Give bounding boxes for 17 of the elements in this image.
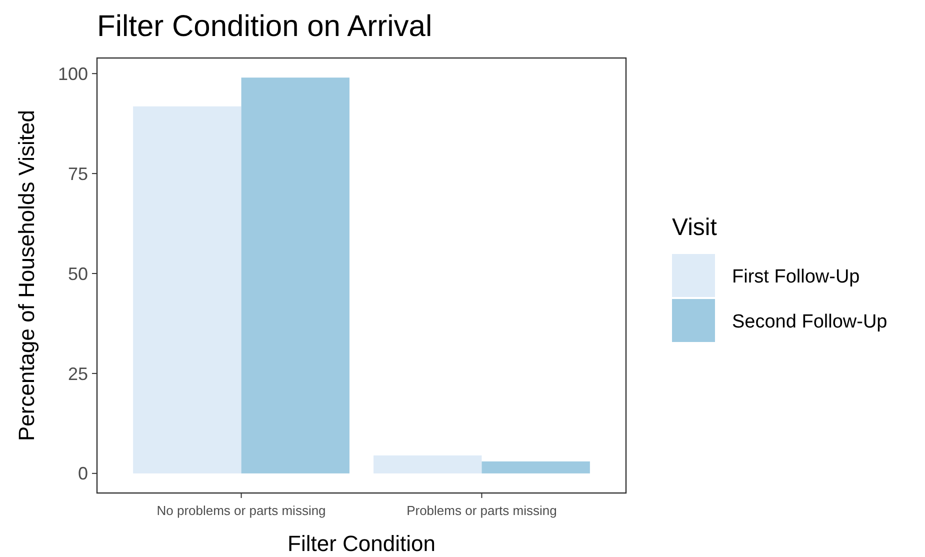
y-tick-label: 100 xyxy=(58,64,88,84)
y-tick-label: 75 xyxy=(68,164,88,184)
bar xyxy=(374,455,482,474)
bar xyxy=(241,78,350,474)
bar xyxy=(133,106,242,474)
chart-title: Filter Condition on Arrival xyxy=(97,10,432,43)
y-tick-label: 25 xyxy=(68,364,88,384)
x-tick-label: Problems or parts missing xyxy=(406,503,557,518)
x-axis-title: Filter Condition xyxy=(288,531,436,556)
y-tick-label: 50 xyxy=(68,264,88,284)
legend-title: Visit xyxy=(672,214,718,241)
legend-label: First Follow-Up xyxy=(732,266,860,288)
y-tick-label: 0 xyxy=(78,464,88,484)
x-tick-label: No problems or parts missing xyxy=(156,503,326,518)
legend-label: Second Follow-Up xyxy=(732,312,888,333)
bar xyxy=(482,461,590,474)
y-axis-title: Percentage of Households Visited xyxy=(14,110,39,442)
